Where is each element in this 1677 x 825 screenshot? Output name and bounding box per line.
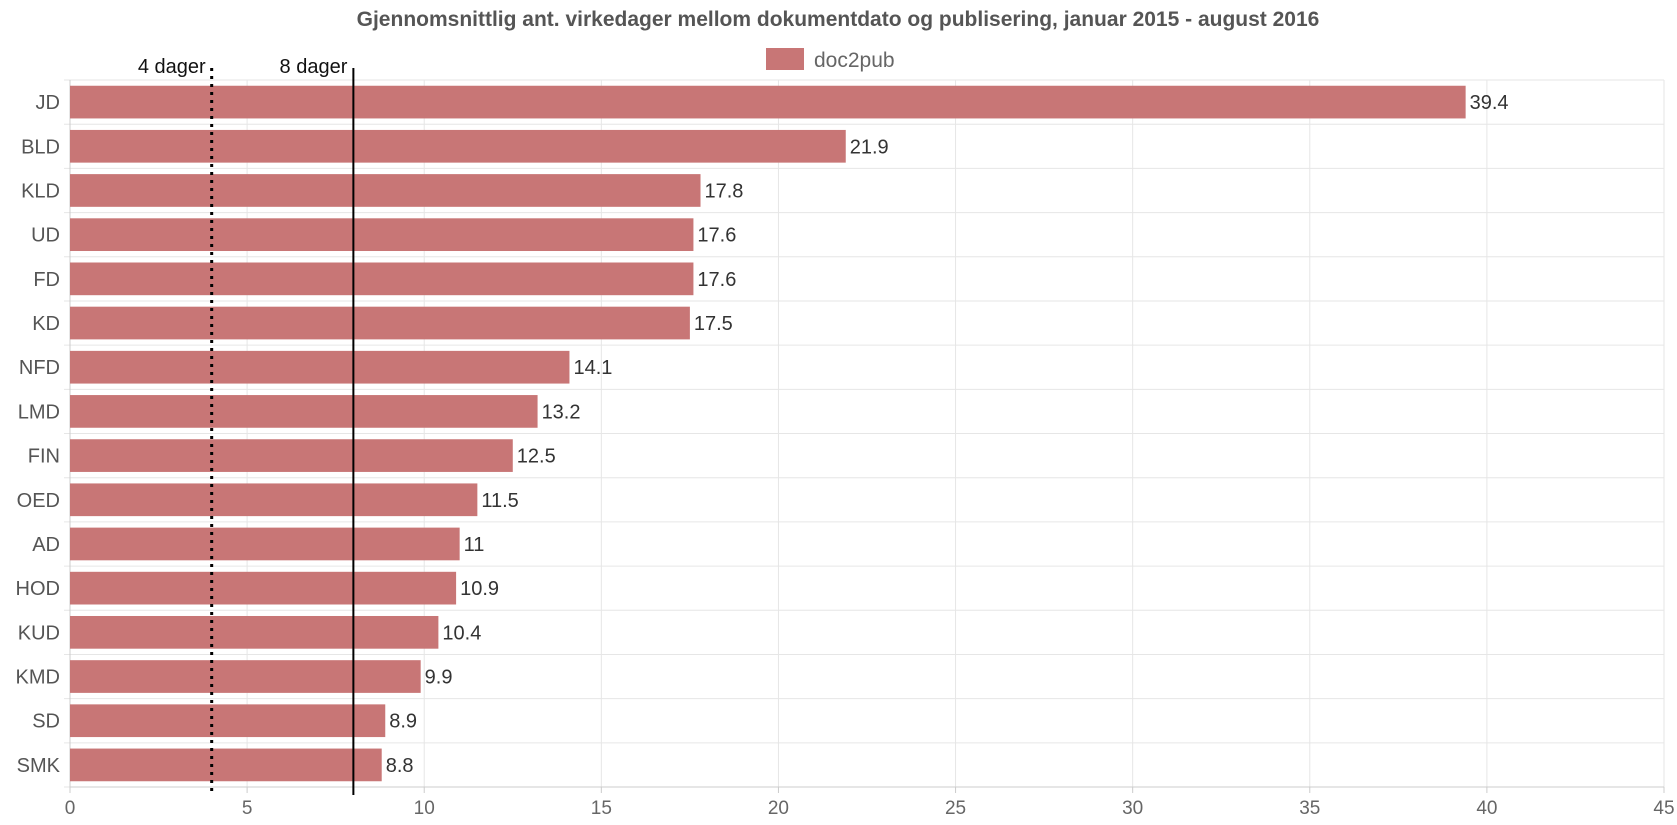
bar-jd — [70, 85, 1466, 119]
category-label-oed: OED — [17, 490, 60, 512]
category-label-lmd: LMD — [18, 401, 60, 423]
value-label-oed: 11.5 — [481, 490, 518, 512]
legend: doc2pub — [766, 48, 895, 72]
value-label-hod: 10.9 — [460, 578, 499, 600]
bar-kud — [70, 615, 439, 649]
x-tick-label: 20 — [768, 798, 789, 819]
bar-nfd — [70, 350, 570, 384]
category-label-fd: FD — [33, 269, 60, 291]
value-label-jd: 39.4 — [1470, 92, 1509, 114]
value-label-bld: 21.9 — [850, 136, 889, 158]
legend-label-doc2pub: doc2pub — [814, 49, 895, 72]
x-tick-label: 25 — [945, 798, 966, 819]
category-label-smk: SMK — [17, 755, 61, 777]
bar-ud — [70, 218, 694, 252]
x-tick-label: 0 — [65, 798, 76, 819]
category-label-bld: BLD — [21, 136, 60, 158]
value-label-kud: 10.4 — [442, 622, 481, 644]
grid — [64, 79, 1665, 788]
bar-bld — [70, 129, 846, 163]
category-label-hod: HOD — [16, 578, 60, 600]
bar-smk — [70, 748, 382, 782]
value-label-ad: 11 — [464, 534, 485, 556]
category-label-kud: KUD — [18, 622, 60, 644]
category-label-kld: KLD — [21, 180, 60, 202]
value-label-fin: 12.5 — [517, 446, 556, 468]
x-axis-ticks: 0 5 10 15 20 25 30 35 40 45 — [65, 787, 1675, 819]
category-label-sd: SD — [32, 711, 60, 733]
value-label-sd: 8.9 — [389, 711, 417, 733]
category-label-nfd: NFD — [19, 357, 60, 379]
value-label-fd: 17.6 — [697, 269, 736, 291]
reference-label-4-dager: 4 dager — [138, 56, 206, 78]
bar-kld — [70, 174, 701, 207]
value-label-lmd: 13.2 — [542, 401, 581, 423]
x-tick-label: 40 — [1476, 798, 1497, 819]
bar-lmd — [70, 395, 538, 428]
category-label-ud: UD — [31, 225, 60, 247]
x-tick-label: 45 — [1653, 798, 1674, 819]
x-tick-label: 5 — [242, 798, 253, 819]
bar-fd — [70, 262, 694, 296]
reference-label-8-dager: 8 dager — [280, 56, 348, 78]
bar-kd — [70, 306, 690, 340]
chart-title: Gjennomsnittlig ant. virkedager mellom d… — [357, 8, 1320, 31]
legend-swatch-doc2pub — [766, 48, 804, 70]
bar-sd — [70, 704, 386, 738]
x-tick-label: 10 — [414, 798, 435, 819]
category-label-ad: AD — [32, 534, 60, 556]
x-tick-label: 35 — [1299, 798, 1320, 819]
bar-oed — [70, 483, 478, 517]
category-label-jd: JD — [36, 92, 60, 114]
value-label-kd: 17.5 — [694, 313, 733, 335]
value-label-nfd: 14.1 — [573, 357, 612, 379]
bar-fin — [70, 439, 513, 472]
category-label-fin: FIN — [28, 446, 60, 468]
x-tick-label: 15 — [591, 798, 612, 819]
reference-lines: 4 dager 8 dager — [138, 56, 355, 795]
bars — [70, 85, 1466, 782]
x-tick-label: 30 — [1122, 798, 1143, 819]
value-label-kmd: 9.9 — [425, 667, 453, 689]
bar-hod — [70, 571, 457, 605]
category-labels: JD BLD KLD UD FD KD NFD LMD FIN OED AD HOD KUD KMD SD S… — [16, 92, 61, 777]
value-labels: 39.4 21.9 17.8 17.6 17.6 17.5 14.1 13.2 12.5 11.5… — [386, 92, 1509, 777]
value-label-smk: 8.8 — [386, 755, 414, 777]
bar-kmd — [70, 660, 421, 693]
bar-ad — [70, 527, 460, 561]
category-label-kd: KD — [32, 313, 60, 335]
category-label-kmd: KMD — [16, 667, 60, 689]
value-label-kld: 17.8 — [705, 180, 744, 202]
value-label-ud: 17.6 — [697, 225, 736, 247]
